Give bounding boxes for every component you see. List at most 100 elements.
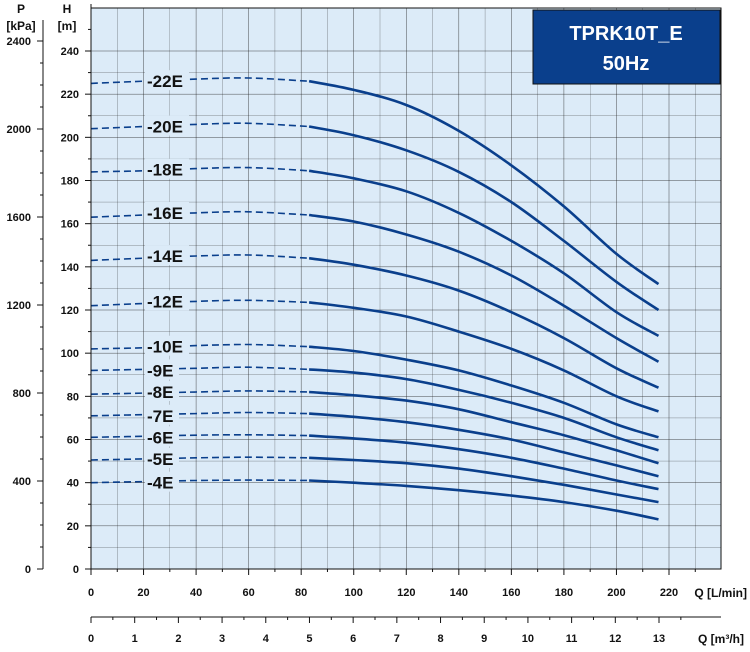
y-tick-label: 220 bbox=[61, 89, 79, 101]
curve-label-3: -16E bbox=[147, 204, 183, 223]
x2-tick-label: 7 bbox=[394, 633, 400, 645]
curve-label-1: -20E bbox=[147, 118, 183, 137]
y-axis-unit: [m] bbox=[58, 19, 77, 33]
curve-dashed-2 bbox=[90, 166, 310, 173]
x-tick-label: 80 bbox=[295, 587, 307, 599]
y-tick-label: 160 bbox=[61, 219, 79, 231]
curve-label-bg-9 bbox=[145, 404, 179, 425]
x2-tick-label: 2 bbox=[175, 633, 181, 645]
y2-tick-label: 1600 bbox=[7, 212, 31, 224]
curve-label-bg-11 bbox=[145, 447, 179, 468]
x-axis-title: Q [L/min] bbox=[694, 586, 747, 600]
x2-tick-label: 10 bbox=[522, 633, 534, 645]
x-tick-label: 180 bbox=[555, 587, 573, 599]
curve-solid-2 bbox=[308, 169, 660, 338]
y-tick-label: 20 bbox=[67, 521, 79, 533]
x2-tick-label: 8 bbox=[437, 633, 443, 645]
curve-dashed-1 bbox=[90, 122, 310, 130]
x-tick-label: 220 bbox=[660, 587, 678, 599]
curve-label-11: -5E bbox=[147, 450, 173, 469]
x2-tick-label: 9 bbox=[481, 633, 487, 645]
x-tick-label: 60 bbox=[243, 587, 255, 599]
y-axis-title: H bbox=[63, 2, 72, 16]
curve-dashed-9 bbox=[90, 411, 310, 417]
curve-label-4: -14E bbox=[147, 247, 183, 266]
curve-solid-0 bbox=[308, 79, 660, 286]
y-tick-label: 60 bbox=[67, 435, 79, 447]
curve-solid-11 bbox=[309, 456, 659, 504]
x2-tick-label: 0 bbox=[88, 633, 94, 645]
x2-tick-label: 6 bbox=[350, 633, 356, 645]
y2-tick-label: 0 bbox=[25, 564, 31, 576]
x-tick-label: 0 bbox=[88, 587, 94, 599]
y-tick-label: 0 bbox=[73, 564, 79, 576]
x2-tick-label: 3 bbox=[219, 633, 225, 645]
grid bbox=[90, 7, 722, 570]
x-tick-label: 20 bbox=[137, 587, 149, 599]
y-tick-label: 80 bbox=[67, 391, 79, 403]
x2-tick-label: 5 bbox=[306, 633, 312, 645]
curve-solid-9 bbox=[309, 412, 659, 478]
curve-solid-8 bbox=[308, 390, 659, 465]
x-tick-label: 160 bbox=[502, 587, 520, 599]
curve-label-5: -12E bbox=[147, 292, 183, 311]
x-tick-label: 140 bbox=[450, 587, 468, 599]
x2-tick-label: 13 bbox=[653, 633, 665, 645]
y-tick-label: 100 bbox=[61, 348, 79, 360]
x-tick-label: 100 bbox=[345, 587, 363, 599]
curve-label-bg-8 bbox=[145, 381, 179, 402]
y-tick-label: 240 bbox=[61, 46, 79, 58]
curve-label-12: -4E bbox=[147, 474, 173, 493]
curve-solid-10 bbox=[309, 434, 659, 491]
x-tick-label: 40 bbox=[190, 587, 202, 599]
curve-solid-6 bbox=[308, 345, 659, 439]
axes: 020406080100120140160180200220240H[m]040… bbox=[6, 2, 747, 646]
curve-dashed-10 bbox=[90, 433, 310, 439]
curve-label-9: -7E bbox=[147, 407, 173, 426]
curve-dashed-6 bbox=[90, 343, 310, 350]
curve-dashed-12 bbox=[90, 479, 310, 484]
curve-dashed-5 bbox=[90, 299, 310, 307]
curve-label-6: -10E bbox=[147, 338, 183, 357]
x-tick-label: 120 bbox=[397, 587, 415, 599]
x2-tick-label: 11 bbox=[566, 633, 578, 645]
curve-label-7: -9E bbox=[147, 361, 173, 380]
curve-dashed-11 bbox=[90, 456, 310, 461]
x2-tick-label: 1 bbox=[132, 633, 138, 645]
y-tick-label: 180 bbox=[61, 176, 79, 188]
curve-label-2: -18E bbox=[147, 161, 183, 180]
curve-solid-3 bbox=[308, 213, 660, 363]
curve-label-bg-4 bbox=[145, 245, 189, 266]
curve-label-bg-5 bbox=[145, 290, 189, 311]
curve-label-10: -6E bbox=[147, 428, 173, 447]
y2-axis-unit: [kPa] bbox=[6, 19, 35, 33]
y-tick-label: 120 bbox=[61, 305, 79, 317]
y2-axis-title: P bbox=[17, 2, 25, 16]
curve-label-bg-6 bbox=[145, 335, 189, 356]
curve-dashed-0 bbox=[90, 77, 310, 85]
y-tick-label: 140 bbox=[61, 262, 79, 274]
curve-label-8: -8E bbox=[147, 383, 173, 402]
curve-solid-5 bbox=[308, 301, 659, 413]
curve-solid-7 bbox=[309, 368, 659, 452]
curve-label-bg-1 bbox=[145, 115, 189, 136]
curve-label-bg-12 bbox=[145, 471, 179, 492]
curves bbox=[90, 77, 660, 521]
curve-dashed-8 bbox=[90, 390, 310, 395]
y-tick-label: 40 bbox=[67, 478, 79, 490]
y2-tick-label: 800 bbox=[13, 388, 31, 400]
curve-label-bg-2 bbox=[145, 158, 189, 179]
curve-label-bg-0 bbox=[145, 70, 189, 91]
curve-dashed-3 bbox=[90, 210, 310, 218]
y-tick-label: 200 bbox=[61, 132, 79, 144]
curve-dashed-7 bbox=[90, 366, 310, 372]
curve-label-0: -22E bbox=[147, 72, 183, 91]
curve-solid-4 bbox=[308, 256, 660, 389]
x2-axis-title: Q [m³/h] bbox=[698, 632, 744, 646]
curve-labels: -22E -20E -18E -16E -14E -12E -10E -9E -8E -7E -6E… bbox=[145, 70, 189, 493]
chart-subtitle: 50Hz bbox=[603, 53, 650, 75]
x-tick-label: 200 bbox=[607, 587, 625, 599]
curve-label-bg-3 bbox=[145, 201, 189, 222]
x2-tick-label: 4 bbox=[263, 633, 270, 645]
